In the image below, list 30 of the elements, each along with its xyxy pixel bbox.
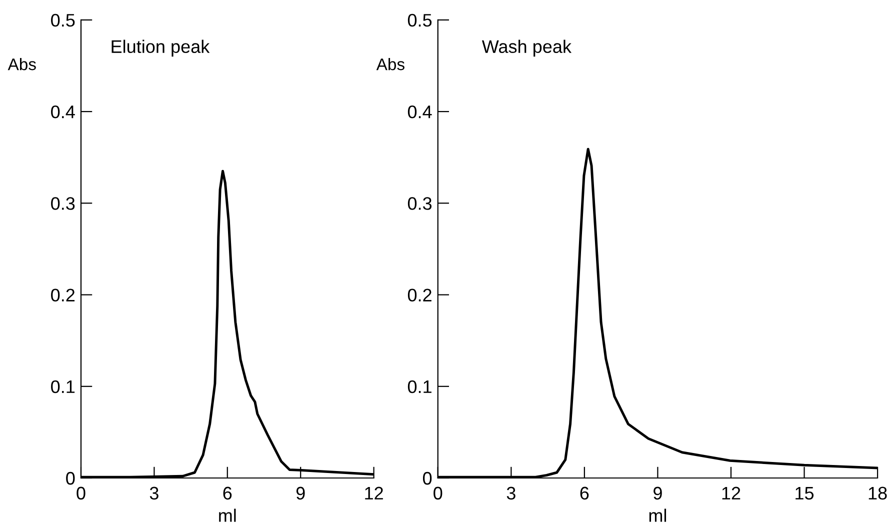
y-tick-label: 0.4: [408, 105, 432, 118]
text: Elution peak: [112, 40, 210, 57]
x-axis-title: ml: [649, 508, 666, 522]
y-tick-label: 0.3: [51, 197, 75, 210]
y-axis-title: Abs: [8, 58, 36, 70]
y-tick-label: 0.5: [408, 14, 432, 27]
y-tick-label: 0: [66, 472, 75, 485]
y-tick-label: 0: [422, 472, 432, 485]
y-tick-label: 0.1: [51, 380, 75, 394]
x-tick-label: 6: [223, 486, 232, 500]
x-tick-label: 0: [76, 486, 86, 500]
x-tick-label: 3: [506, 486, 516, 500]
x-tick-label: 3: [150, 486, 158, 500]
x-tick-label: 9: [654, 486, 662, 500]
x-axis-title: ml: [219, 508, 236, 522]
y-tick-label: 0.2: [51, 288, 75, 302]
x-tick-label: 9: [296, 486, 305, 500]
y-tick-label: 0.3: [408, 197, 432, 210]
x-tick-label: 18: [868, 486, 887, 500]
y-axis-title: Abs: [376, 58, 404, 70]
x-tick-label: 12: [365, 486, 383, 500]
x-tick-label: 12: [722, 486, 740, 500]
x-tick-label: 6: [580, 486, 589, 500]
text: Wash peak: [482, 40, 572, 57]
x-tick-label: 0: [434, 486, 442, 500]
y-tick-label: 0.4: [51, 105, 75, 118]
x-tick-label: 15: [796, 487, 814, 500]
y-tick-label: 0.2: [408, 288, 432, 302]
y-tick-label: 0.1: [408, 380, 432, 394]
y-tick-label: 0.5: [51, 14, 75, 27]
